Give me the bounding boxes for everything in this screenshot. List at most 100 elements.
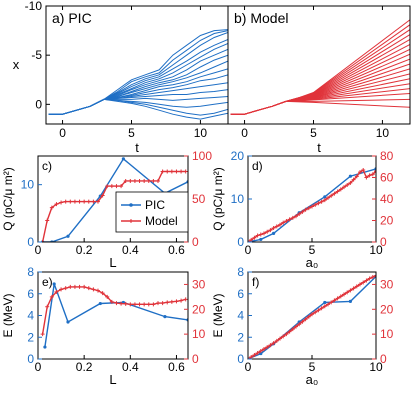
pic-point [66, 320, 70, 324]
trajectory-line-16 [48, 98, 228, 120]
model-point [300, 319, 305, 324]
model-point [77, 199, 82, 204]
model-point [49, 205, 54, 210]
left-y-tick-label-6: 6 [27, 287, 34, 301]
x-tick-label-0: 0 [35, 243, 42, 257]
model-point [91, 199, 96, 204]
left-y-tick-label-4: 4 [27, 309, 34, 323]
model-point [54, 289, 59, 294]
model-point [123, 178, 128, 183]
trajectory-group [48, 29, 228, 120]
left-y-tick-label-0: 0 [237, 235, 244, 249]
model-point [156, 301, 160, 306]
model-point [361, 167, 366, 172]
model-point [351, 286, 356, 291]
model-point [329, 300, 334, 305]
model-point [306, 206, 311, 211]
model-point [361, 280, 366, 285]
model-point [316, 201, 321, 206]
model-point [109, 299, 114, 304]
model-point [119, 184, 124, 189]
left-y-tick-label-2: 2 [27, 330, 34, 344]
model-point [255, 351, 260, 356]
pic-point [348, 174, 352, 178]
model-point [258, 349, 263, 354]
right-y-tick-label-60: 60 [380, 171, 394, 185]
model-point [105, 184, 110, 189]
trajectory-line-10 [48, 74, 228, 115]
model-point [252, 235, 257, 240]
left-y-tick-label-0: 0 [27, 235, 34, 249]
model-point [68, 284, 73, 289]
model-point [271, 341, 276, 346]
model-point [374, 169, 376, 174]
right-y-tick-label-40: 40 [380, 192, 394, 206]
x-tick-label-1: 5 [309, 243, 316, 257]
model-point [183, 297, 188, 302]
pic-point [259, 351, 263, 356]
panel-label: d) [252, 159, 263, 173]
panel-e: 0 0.2 0.4 0.6 0 2 4 6 8 0 10 20 30 e) L E (MeV) [1, 265, 206, 387]
model-point [322, 304, 327, 309]
pic-point [323, 195, 327, 199]
model-point [274, 338, 279, 343]
model-point [59, 287, 64, 292]
panel-label: f) [252, 275, 259, 289]
right-y-tick-label-100: 100 [192, 149, 212, 163]
model-point [132, 302, 137, 307]
trajectory-line-18 [230, 100, 410, 115]
model-point [284, 332, 289, 337]
model-point [96, 288, 100, 293]
model-point [100, 291, 105, 296]
right-y-tick-label-0: 0 [380, 235, 387, 249]
x-tick-label-3: 0.6 [168, 360, 185, 374]
y-axis-label: Q (pC/μ m²) [1, 167, 15, 231]
model-point [54, 202, 59, 207]
right-y-tick-label-50: 50 [192, 192, 206, 206]
model-point [316, 308, 321, 313]
model-point [354, 284, 359, 289]
model-point [156, 178, 160, 183]
model-point [345, 183, 350, 188]
x-axis-label: L [109, 372, 116, 387]
model-point [326, 302, 330, 307]
x-tick-label-0: 0 [245, 243, 252, 257]
model-point [342, 185, 346, 190]
pic-legend-marker [129, 203, 133, 207]
left-y-tick-label-2: 2 [237, 330, 244, 344]
model-point [49, 294, 54, 299]
plot-frame [227, 5, 411, 125]
model-point [310, 204, 314, 209]
x-tick-label-10: 10 [376, 126, 390, 140]
plot-frame [247, 155, 377, 243]
model-point [142, 178, 147, 183]
x-axis-label: a₀ [306, 255, 319, 270]
model-point [249, 355, 254, 359]
x-tick-label-2: 0.4 [122, 243, 139, 257]
pic-point [52, 282, 56, 286]
model-point [114, 301, 119, 306]
trajectory-line-9 [48, 68, 228, 115]
model-point [332, 191, 337, 196]
model-point [265, 229, 270, 234]
right-y-tick-label-0: 0 [192, 235, 199, 249]
model-point [45, 304, 50, 309]
right-y-tick-label-30: 30 [380, 277, 394, 291]
model-point [268, 343, 273, 348]
left-y-tick-label-8: 8 [27, 265, 34, 279]
model-point [63, 199, 68, 204]
x-tick-label-2: 10 [369, 243, 383, 257]
model-point [165, 300, 170, 305]
model-point [294, 214, 298, 219]
model-point [45, 218, 50, 223]
model-point [370, 274, 375, 279]
model-point [290, 327, 295, 332]
model-point [142, 302, 147, 307]
model-point [68, 199, 73, 204]
model-point [367, 173, 372, 178]
pic-point [43, 345, 47, 349]
right-y-tick-label-20: 20 [380, 302, 394, 316]
model-point [179, 169, 184, 174]
